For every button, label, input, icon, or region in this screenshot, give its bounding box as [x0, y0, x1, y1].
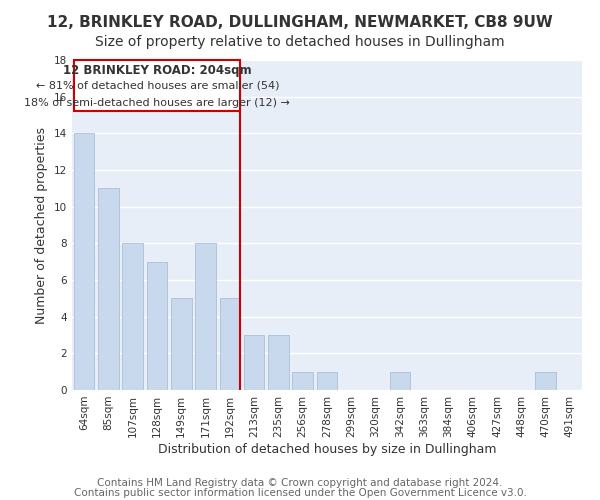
Bar — [74, 134, 94, 390]
Text: 12 BRINKLEY ROAD: 204sqm: 12 BRINKLEY ROAD: 204sqm — [63, 64, 251, 76]
Text: 18% of semi-detached houses are larger (12) →: 18% of semi-detached houses are larger (… — [25, 98, 290, 108]
Bar — [317, 372, 337, 390]
Y-axis label: Number of detached properties: Number of detached properties — [35, 126, 49, 324]
Text: Contains public sector information licensed under the Open Government Licence v3: Contains public sector information licen… — [74, 488, 526, 498]
Text: Size of property relative to detached houses in Dullingham: Size of property relative to detached ho… — [95, 35, 505, 49]
Text: Contains HM Land Registry data © Crown copyright and database right 2024.: Contains HM Land Registry data © Crown c… — [97, 478, 503, 488]
Bar — [268, 335, 289, 390]
Bar — [244, 335, 265, 390]
Bar — [171, 298, 191, 390]
Text: 12, BRINKLEY ROAD, DULLINGHAM, NEWMARKET, CB8 9UW: 12, BRINKLEY ROAD, DULLINGHAM, NEWMARKET… — [47, 15, 553, 30]
Bar — [292, 372, 313, 390]
Bar — [220, 298, 240, 390]
Bar — [146, 262, 167, 390]
Bar — [195, 244, 216, 390]
Bar — [389, 372, 410, 390]
Bar — [98, 188, 119, 390]
X-axis label: Distribution of detached houses by size in Dullingham: Distribution of detached houses by size … — [158, 442, 496, 456]
Text: ← 81% of detached houses are smaller (54): ← 81% of detached houses are smaller (54… — [35, 80, 279, 90]
Bar — [122, 244, 143, 390]
FancyBboxPatch shape — [74, 60, 240, 112]
Bar — [535, 372, 556, 390]
